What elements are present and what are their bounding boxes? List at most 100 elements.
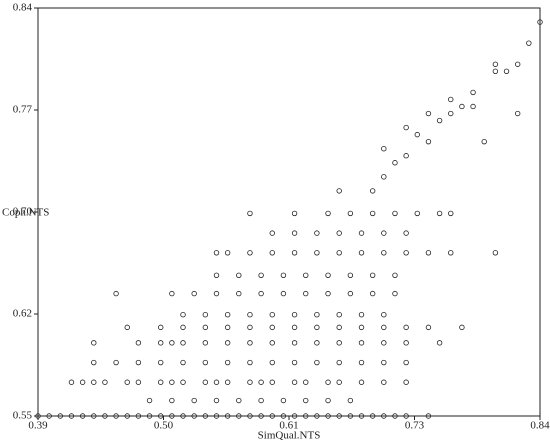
point <box>258 397 264 404</box>
point <box>314 312 320 318</box>
point <box>403 124 409 131</box>
point <box>403 153 409 159</box>
point <box>169 340 175 346</box>
point <box>448 250 454 256</box>
point <box>169 290 175 297</box>
point <box>135 340 142 346</box>
point <box>336 379 342 385</box>
point <box>303 272 309 279</box>
point <box>303 379 309 385</box>
point <box>514 61 521 67</box>
point <box>369 272 376 279</box>
point <box>91 340 97 346</box>
point <box>514 110 521 117</box>
point <box>191 413 197 419</box>
point <box>236 413 242 419</box>
point <box>247 312 253 318</box>
point <box>470 103 476 110</box>
point <box>291 312 298 318</box>
point <box>503 68 510 75</box>
point <box>269 379 275 385</box>
point <box>113 359 119 366</box>
point <box>392 413 398 419</box>
point <box>392 160 398 166</box>
point <box>481 138 487 145</box>
point <box>459 324 465 331</box>
point <box>247 359 253 366</box>
point <box>314 250 320 256</box>
point <box>68 379 75 385</box>
point <box>124 324 130 331</box>
point <box>113 413 119 419</box>
point <box>358 230 365 236</box>
point <box>314 324 320 331</box>
point <box>325 272 331 279</box>
point <box>436 117 443 124</box>
y-axis-label: Coph.NTS <box>2 207 49 219</box>
point <box>448 110 454 117</box>
x-axis-label: SimQual.NTS <box>258 430 321 442</box>
point <box>146 397 153 404</box>
point <box>425 413 432 419</box>
point <box>403 413 409 419</box>
x-tick-label: 0.50 <box>154 420 174 432</box>
point <box>280 397 287 404</box>
y-tick-label: 0.70 <box>13 206 33 218</box>
point <box>336 188 342 194</box>
point <box>381 340 387 346</box>
point <box>280 413 287 419</box>
point <box>102 379 108 385</box>
point <box>269 250 275 256</box>
point <box>347 413 354 419</box>
point <box>425 138 432 145</box>
point <box>369 210 376 217</box>
point <box>79 413 86 419</box>
point <box>213 379 220 385</box>
point <box>381 413 387 419</box>
point <box>169 413 175 419</box>
point <box>425 324 432 331</box>
point <box>448 96 454 103</box>
point <box>124 379 130 385</box>
point <box>369 188 376 194</box>
point <box>347 290 354 297</box>
point <box>102 413 108 419</box>
point <box>381 379 387 385</box>
point <box>358 324 365 331</box>
point <box>146 413 153 419</box>
point <box>492 61 499 67</box>
point <box>325 397 331 404</box>
point <box>403 230 409 236</box>
point <box>236 272 242 279</box>
point <box>492 250 499 256</box>
point <box>180 340 186 346</box>
point <box>202 340 209 346</box>
point <box>325 413 331 419</box>
point <box>381 250 387 256</box>
point <box>158 324 164 331</box>
point <box>291 379 298 385</box>
point <box>336 324 342 331</box>
point <box>358 379 365 385</box>
point <box>91 379 97 385</box>
point <box>224 413 231 419</box>
point <box>269 324 275 331</box>
point <box>291 250 298 256</box>
point <box>537 19 543 25</box>
point <box>224 340 231 346</box>
point <box>369 290 376 297</box>
point <box>403 340 409 346</box>
point <box>135 379 142 385</box>
point <box>247 210 253 217</box>
point <box>325 379 331 385</box>
point <box>113 290 119 297</box>
point <box>169 379 175 385</box>
point <box>358 340 365 346</box>
point <box>202 359 209 366</box>
point <box>381 145 387 152</box>
point <box>180 359 186 366</box>
point <box>224 379 231 385</box>
point <box>381 359 387 366</box>
point <box>336 340 342 346</box>
